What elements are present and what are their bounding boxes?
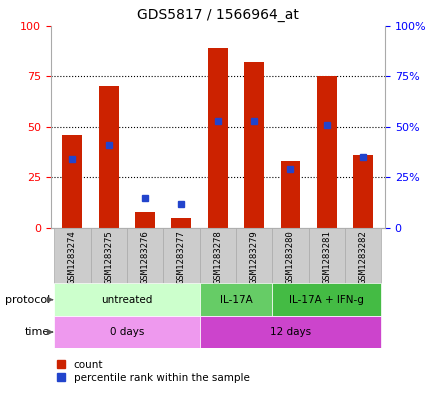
Legend: count, percentile rank within the sample: count, percentile rank within the sample [56, 359, 250, 384]
Text: IL-17A: IL-17A [220, 295, 253, 305]
Text: GSM1283278: GSM1283278 [213, 231, 222, 285]
Text: GSM1283279: GSM1283279 [249, 231, 259, 285]
Text: 12 days: 12 days [270, 327, 311, 337]
Bar [91, 228, 127, 283]
Bar [236, 228, 272, 283]
Bar [200, 228, 236, 283]
Bar [62, 135, 82, 228]
Text: IL-17A + IFN-g: IL-17A + IFN-g [290, 295, 364, 305]
Text: 0 days: 0 days [110, 327, 144, 337]
Bar [54, 316, 200, 348]
Bar [200, 316, 381, 348]
Bar [135, 212, 155, 228]
Text: GSM1283281: GSM1283281 [323, 231, 331, 285]
Bar [172, 218, 191, 228]
Bar [272, 228, 309, 283]
Text: GSM1283277: GSM1283277 [177, 231, 186, 285]
Bar [208, 48, 228, 228]
Bar [272, 283, 381, 316]
Bar [353, 155, 373, 228]
Text: protocol: protocol [5, 295, 50, 305]
Bar [317, 76, 337, 228]
Title: GDS5817 / 1566964_at: GDS5817 / 1566964_at [137, 8, 299, 22]
Bar [345, 228, 381, 283]
Bar [54, 228, 91, 283]
Bar [54, 283, 200, 316]
Text: untreated: untreated [101, 295, 153, 305]
Text: GSM1283282: GSM1283282 [359, 231, 368, 285]
Bar [281, 161, 301, 228]
Bar [163, 228, 200, 283]
Bar [200, 283, 272, 316]
Text: GSM1283280: GSM1283280 [286, 231, 295, 285]
Text: time: time [25, 327, 50, 337]
Bar [244, 62, 264, 228]
Text: GSM1283274: GSM1283274 [68, 231, 77, 285]
Text: GSM1283276: GSM1283276 [141, 231, 150, 285]
Bar [127, 228, 163, 283]
Text: GSM1283275: GSM1283275 [104, 231, 113, 285]
Bar [309, 228, 345, 283]
Bar [99, 86, 119, 228]
